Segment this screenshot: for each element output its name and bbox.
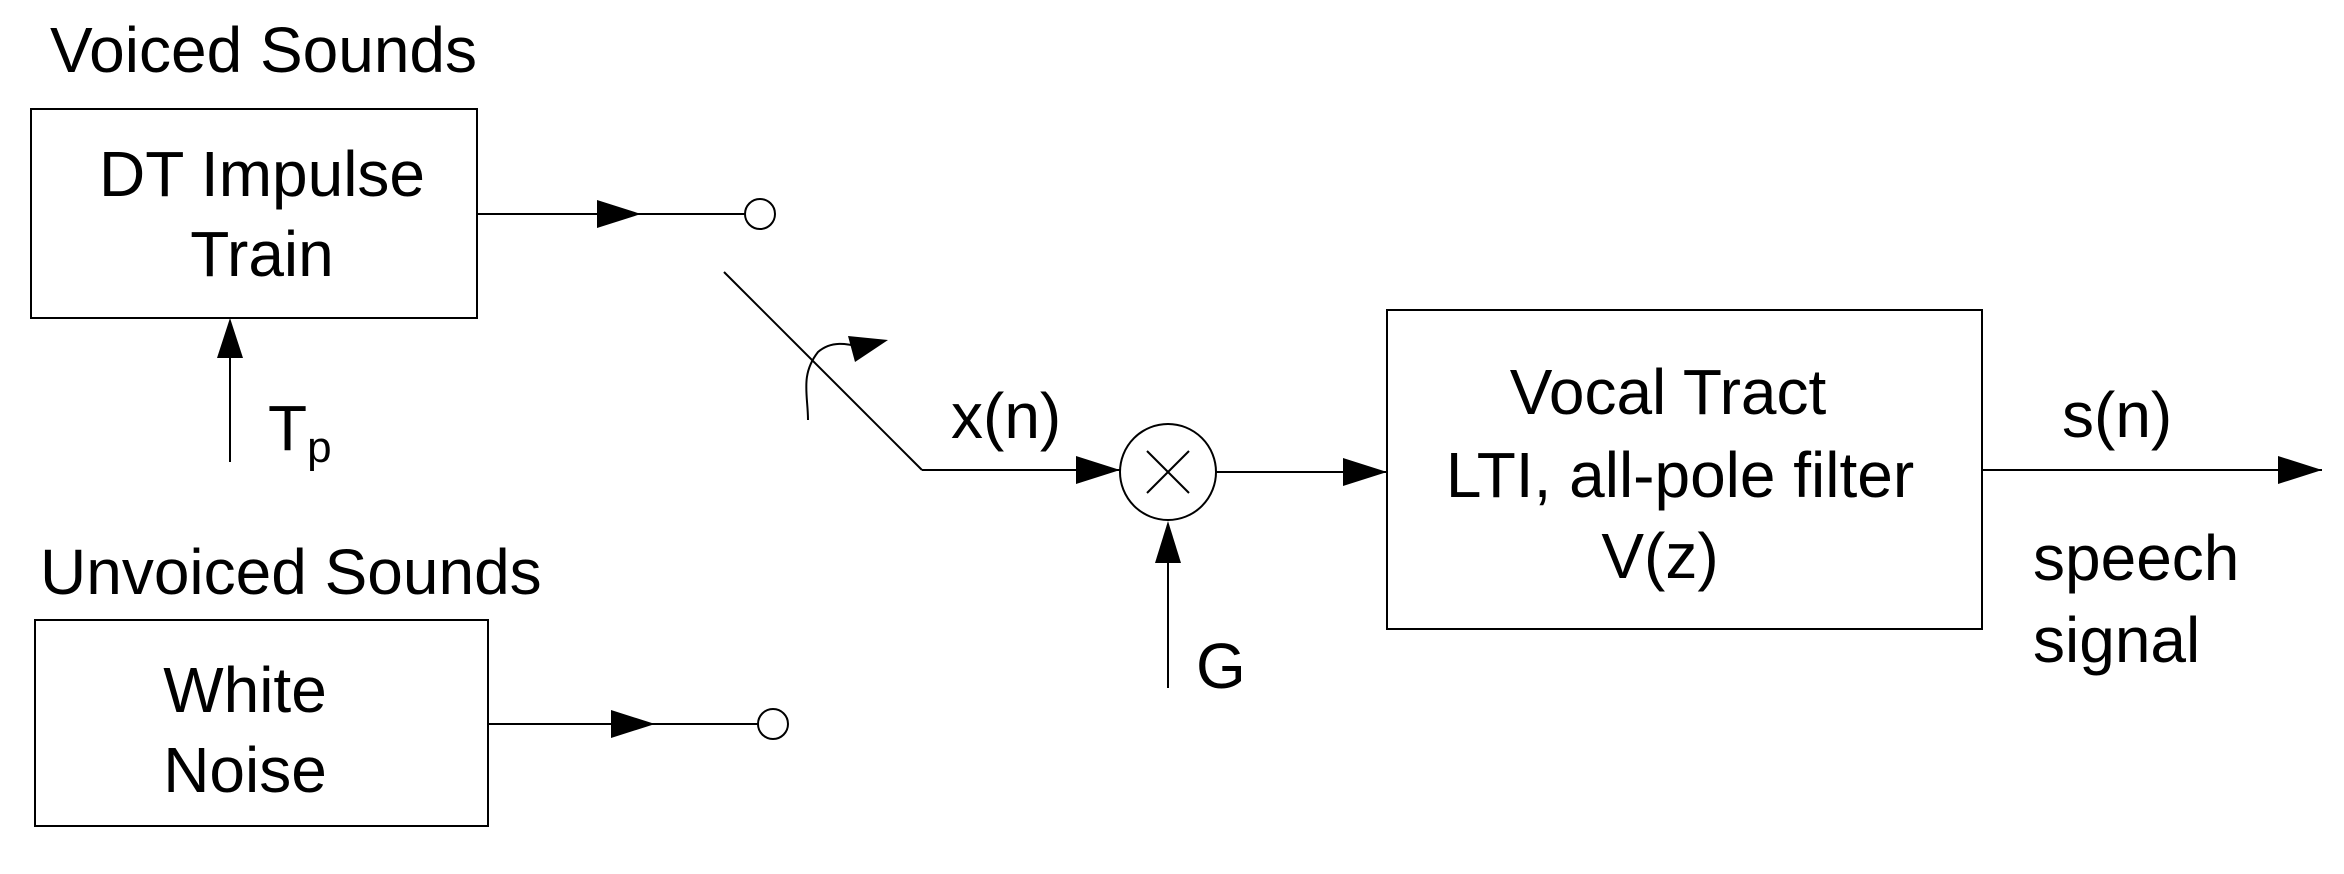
impulse-output-arrowhead — [597, 200, 641, 228]
excitation-label: x(n) — [951, 380, 1061, 452]
multiplier-cross-b — [1146, 450, 1190, 494]
speech-signal-label-line1: speech — [2033, 522, 2239, 594]
vocal-tract-label-line1: Vocal Tract — [1510, 356, 1827, 428]
pitch-period-label: Tp — [268, 392, 332, 472]
switch-blade — [723, 271, 923, 471]
voiced-sounds-title: Voiced Sounds — [50, 14, 477, 86]
unvoiced-sounds-title: Unvoiced Sounds — [40, 536, 542, 608]
vocal-tract-label-line2: LTI, all-pole filter — [1446, 439, 1914, 511]
noise-output-arrowhead — [611, 710, 655, 738]
multiplier-output-arrowhead — [1343, 458, 1387, 486]
switch-rotation-arrowhead — [848, 336, 888, 362]
impulse-train-label-line2: Train — [190, 218, 333, 290]
impulse-train-label-line1: DT Impulse — [99, 138, 425, 210]
gain-label: G — [1196, 630, 1246, 702]
white-noise-label-line1: White — [163, 654, 327, 726]
vocal-tract-label-line3: V(z) — [1601, 520, 1718, 592]
unvoiced-switch-contact — [757, 708, 789, 740]
excitation-arrowhead — [1076, 456, 1120, 484]
speech-output-label: s(n) — [2062, 379, 2172, 451]
speech-output-arrowhead — [2278, 456, 2322, 484]
speech-signal-label-line2: signal — [2033, 604, 2200, 676]
pitch-period-subscript: p — [307, 423, 331, 472]
gain-arrowhead — [1155, 521, 1181, 563]
switch-rotation-arc — [805, 342, 863, 421]
white-noise-label-line2: Noise — [163, 734, 327, 806]
pitch-period-arrowhead — [217, 318, 243, 358]
voiced-switch-contact — [744, 198, 776, 230]
